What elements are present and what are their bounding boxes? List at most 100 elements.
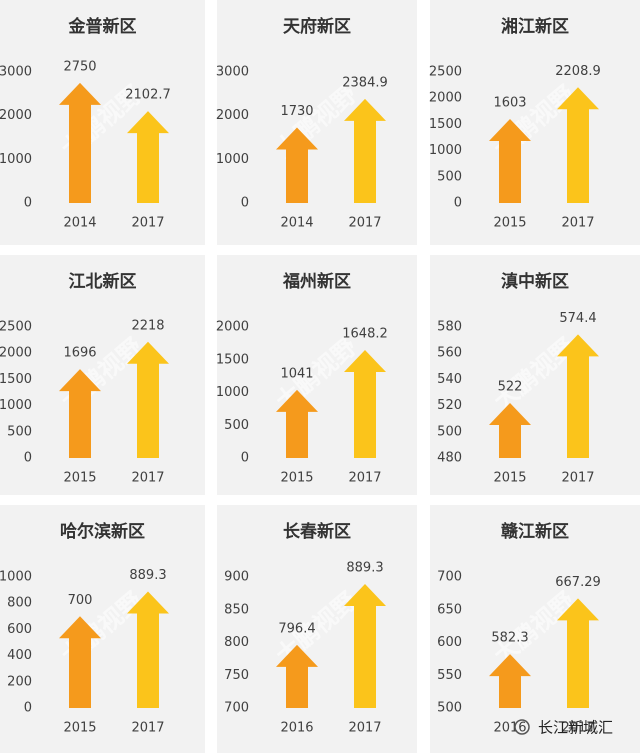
- y-tick-label: 0: [241, 451, 249, 466]
- y-tick-label: 2000: [429, 91, 462, 106]
- y-tick-label: 800: [7, 596, 32, 611]
- footer: 长江新城汇: [538, 719, 613, 737]
- panel: [0, 505, 205, 753]
- y-tick-label: 500: [437, 701, 462, 716]
- chart-title: 湘江新区: [501, 16, 569, 37]
- x-tick-label: 2017: [348, 216, 381, 231]
- value-label: 1730: [280, 104, 313, 119]
- x-tick-label: 2015: [493, 216, 526, 231]
- value-label: 700: [68, 593, 93, 608]
- y-tick-label: 2000: [0, 346, 32, 361]
- y-tick-label: 700: [224, 701, 249, 716]
- y-tick-label: 2500: [0, 320, 32, 335]
- value-label: 889.3: [346, 561, 383, 576]
- panel: [217, 255, 417, 495]
- panel: [430, 255, 640, 495]
- y-tick-label: 2500: [429, 65, 462, 80]
- x-tick-label: 2015: [63, 471, 96, 486]
- x-tick-label: 2017: [131, 471, 164, 486]
- panel: [217, 505, 417, 753]
- x-tick-label: 2017: [348, 721, 381, 736]
- chart-title: 金普新区: [68, 16, 137, 37]
- x-tick-label: 2017: [131, 721, 164, 736]
- y-tick-label: 500: [437, 424, 462, 439]
- y-tick-label: 800: [224, 635, 249, 650]
- y-tick-label: 400: [7, 648, 32, 663]
- y-tick-label: 3000: [216, 65, 249, 80]
- y-tick-label: 700: [437, 570, 462, 585]
- y-tick-label: 2000: [0, 108, 32, 123]
- y-tick-label: 1000: [0, 152, 32, 167]
- panel: [0, 255, 205, 495]
- value-label: 1648.2: [342, 327, 388, 342]
- y-tick-label: 1500: [0, 372, 32, 387]
- y-tick-label: 650: [437, 602, 462, 617]
- arrow-bar: [127, 591, 169, 708]
- value-label: 1603: [493, 96, 526, 111]
- chart-title: 江北新区: [69, 271, 137, 292]
- y-tick-label: 1000: [0, 570, 32, 585]
- value-label: 2102.7: [125, 88, 171, 103]
- y-tick-label: 1000: [429, 143, 462, 158]
- y-tick-label: 520: [437, 398, 462, 413]
- y-tick-label: 0: [24, 701, 32, 716]
- y-tick-label: 600: [437, 635, 462, 650]
- value-label: 667.29: [555, 575, 601, 590]
- y-tick-label: 2000: [216, 320, 249, 335]
- chart-title: 赣江新区: [501, 521, 569, 542]
- x-tick-label: 2017: [561, 216, 594, 231]
- y-tick-label: 600: [7, 622, 32, 637]
- y-tick-label: 500: [7, 424, 32, 439]
- footer-icon: [514, 719, 530, 735]
- value-label: 1696: [63, 346, 96, 361]
- y-tick-label: 580: [437, 320, 462, 335]
- y-tick-label: 500: [224, 418, 249, 433]
- arrow-bar: [489, 119, 531, 203]
- x-tick-label: 2017: [131, 216, 164, 231]
- y-tick-label: 560: [437, 346, 462, 361]
- y-tick-label: 0: [24, 451, 32, 466]
- y-tick-label: 1000: [0, 398, 32, 413]
- arrow-bar: [276, 127, 318, 203]
- x-tick-label: 2015: [63, 721, 96, 736]
- value-label: 522: [498, 379, 523, 394]
- y-tick-label: 500: [437, 169, 462, 184]
- arrow-bar: [127, 111, 169, 203]
- x-tick-label: 2017: [561, 471, 594, 486]
- y-tick-label: 0: [454, 196, 462, 211]
- arrow-bar: [59, 616, 101, 708]
- chart-title: 哈尔滨新区: [60, 521, 145, 542]
- y-tick-label: 1500: [216, 352, 249, 367]
- y-tick-label: 1000: [216, 385, 249, 400]
- y-tick-label: 550: [437, 668, 462, 683]
- x-tick-label: 2017: [561, 721, 594, 736]
- x-tick-label: 2015: [493, 471, 526, 486]
- arrow-bar: [489, 654, 531, 708]
- value-label: 2384.9: [342, 75, 388, 90]
- chart-title: 天府新区: [283, 16, 351, 37]
- chart-title: 长春新区: [283, 521, 351, 542]
- arrow-bar: [127, 341, 169, 458]
- y-tick-label: 200: [7, 674, 32, 689]
- arrow-bar: [59, 369, 101, 458]
- panel: [430, 505, 640, 753]
- y-tick-label: 750: [224, 668, 249, 683]
- value-label: 796.4: [278, 621, 315, 636]
- x-tick-label: 2016: [493, 721, 526, 736]
- x-tick-label: 2014: [280, 216, 313, 231]
- arrow-bar: [344, 584, 386, 708]
- chart-title: 滇中新区: [501, 271, 569, 292]
- y-tick-label: 0: [241, 196, 249, 211]
- arrow-bar: [489, 402, 531, 458]
- value-label: 2218: [131, 318, 164, 333]
- chart-title: 福州新区: [282, 271, 351, 292]
- arrow-bar: [344, 98, 386, 203]
- y-tick-label: 0: [24, 196, 32, 211]
- arrow-bar: [59, 82, 101, 203]
- y-tick-label: 540: [437, 372, 462, 387]
- value-label: 2208.9: [555, 64, 601, 79]
- panel: [0, 0, 205, 245]
- arrow-bar: [276, 389, 318, 458]
- y-tick-label: 1500: [429, 117, 462, 132]
